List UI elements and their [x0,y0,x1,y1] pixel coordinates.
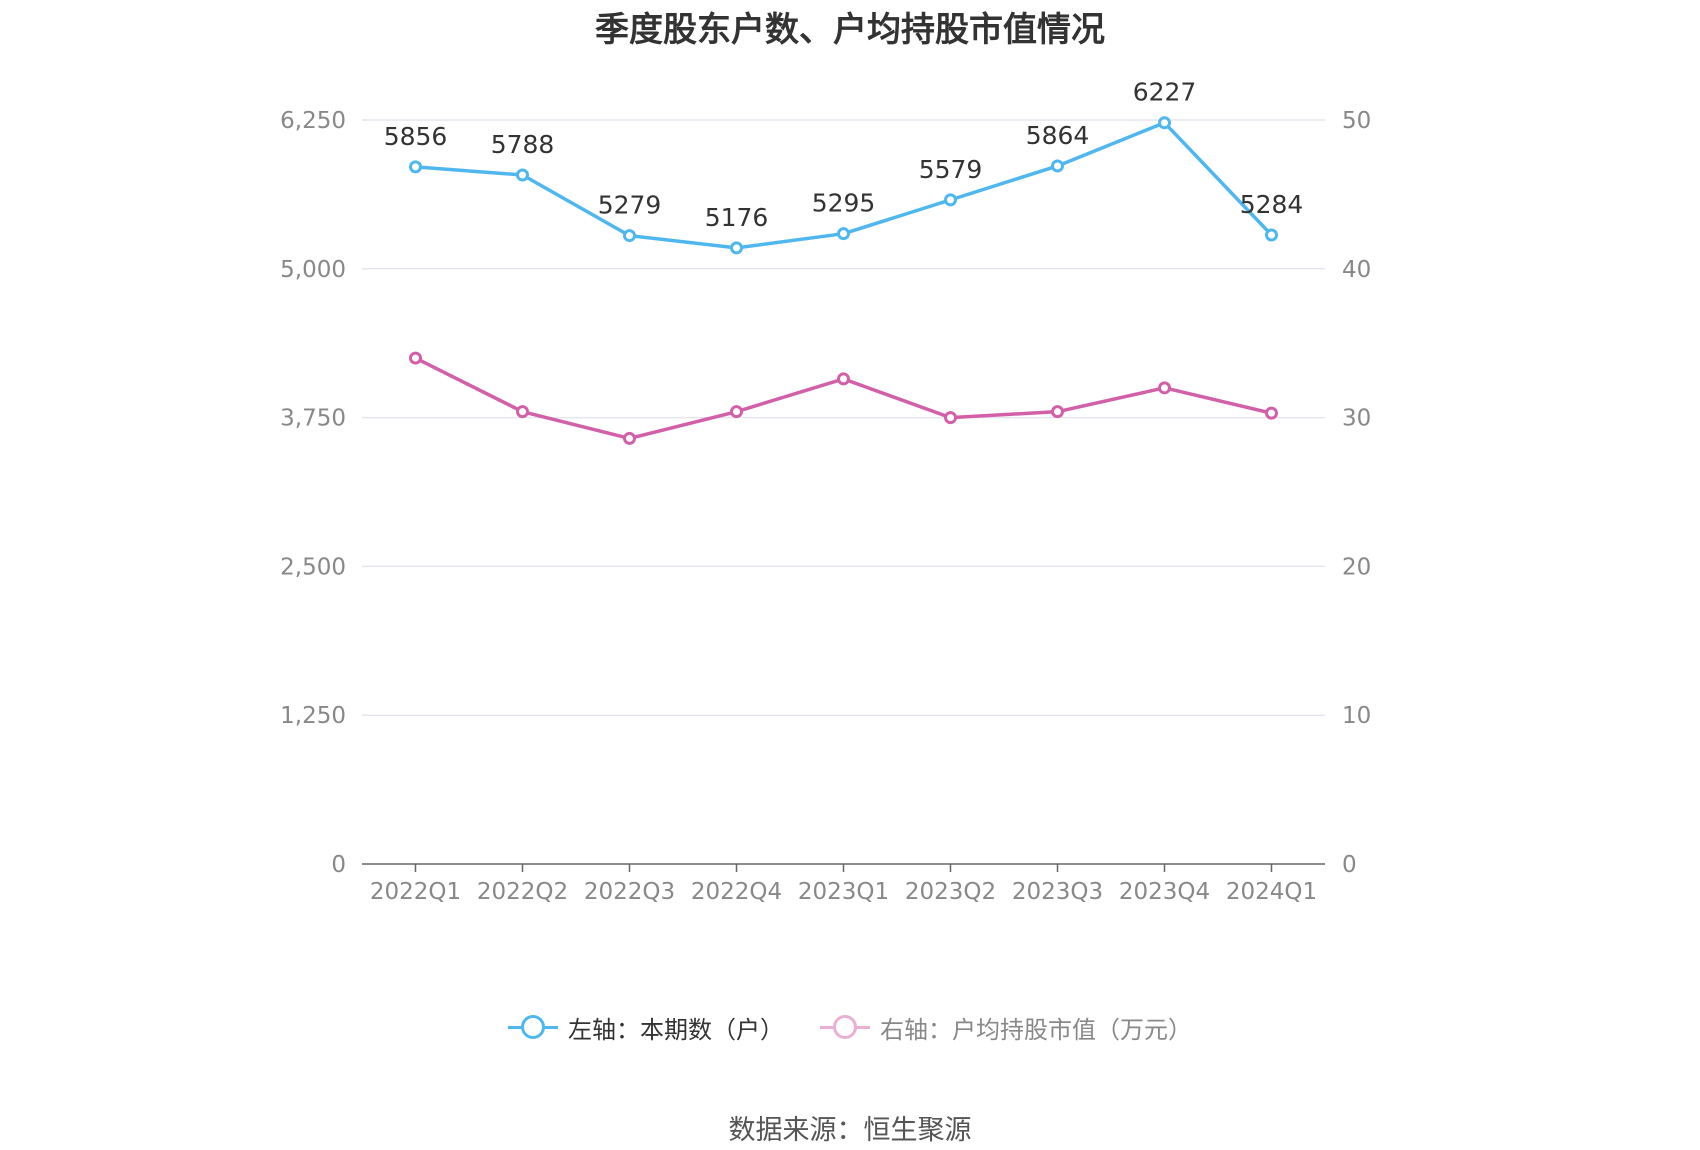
legend-item-right[interactable]: 右轴：户均持股市值（万元） [820,1010,1192,1045]
left-axis-tick-label: 5,000 [280,257,346,283]
legend-item-left[interactable]: 左轴：本期数（户） [508,1010,784,1045]
data-label: 5788 [491,130,555,159]
data-label: 5579 [919,155,983,184]
x-axis-tick-label: 2023Q2 [905,879,996,905]
data-point-holders [409,160,422,174]
x-axis-tick-label: 2022Q1 [370,879,461,905]
legend-label-left: 左轴：本期数（户） [568,1016,784,1044]
right-axis-tick-label: 20 [1342,554,1371,580]
series-line-market-value [414,356,1272,441]
data-point-market-value [1051,405,1064,419]
x-axis-tick-label: 2022Q2 [477,879,568,905]
data-label: 5295 [812,189,876,218]
left-axis-tick-label: 3,750 [280,406,346,432]
data-point-market-value [730,405,743,419]
x-axis-tick-label: 2023Q1 [798,879,889,905]
data-point-market-value [1158,381,1171,395]
data-point-market-value [623,431,636,445]
x-axis-tick-label: 2023Q4 [1119,879,1210,905]
data-labels: 5856 5788 5279 5176 5295 5579 5864 6227 5284 [384,78,1304,232]
data-point-holders [516,168,529,182]
data-point-holders [1051,159,1064,173]
legend: 左轴：本期数（户） 右轴：户均持股市值（万元） [0,1010,1700,1045]
data-label: 6227 [1133,78,1197,107]
data-source: 数据来源：恒生聚源 [728,1115,972,1146]
data-point-holders [1265,228,1278,242]
data-point-market-value [1265,406,1278,420]
x-axis-tick-label: 2023Q3 [1012,879,1103,905]
data-label: 5864 [1026,121,1090,150]
legend-line-pink [820,1015,870,1039]
data-point-holders [837,227,850,241]
data-point-market-value [409,351,422,365]
legend-marker-pink [833,1015,857,1039]
x-axis-tick-label: 2022Q3 [584,879,675,905]
right-axis-tick-label: 50 [1342,108,1371,134]
legend-marker-blue [521,1015,545,1039]
data-point-holders [1158,116,1171,130]
data-point-holders [944,193,957,207]
data-label: 5856 [384,122,448,151]
data-point-market-value [837,372,850,386]
data-label: 5284 [1240,190,1304,219]
right-axis-tick-label: 30 [1342,406,1371,432]
legend-line-blue [508,1015,558,1039]
chart-title: 季度股东户数、户均持股市值情况 [595,10,1105,50]
left-axis-tick-label: 2,500 [280,554,346,580]
left-axis-tick-label: 0 [331,852,346,878]
series-group [409,116,1278,445]
data-point-market-value [944,411,957,425]
legend-label-right: 右轴：户均持股市值（万元） [880,1016,1192,1044]
data-label: 5176 [705,203,769,232]
axes: 0 0 1,250 10 2,500 20 3,750 30 5,000 40 6,250 50 202… [280,108,1371,905]
data-point-market-value [516,405,529,419]
data-label: 5279 [598,191,662,220]
x-axis-tick-label: 2024Q1 [1226,879,1317,905]
data-point-holders [730,241,743,255]
left-axis-tick-label: 1,250 [280,703,346,729]
right-axis-tick-label: 40 [1342,257,1371,283]
data-point-holders [623,229,636,243]
right-axis-tick-label: 10 [1342,703,1371,729]
left-axis-tick-label: 6,250 [280,108,346,134]
x-axis-tick-label: 2022Q4 [691,879,782,905]
right-axis-tick-label: 0 [1342,852,1357,878]
